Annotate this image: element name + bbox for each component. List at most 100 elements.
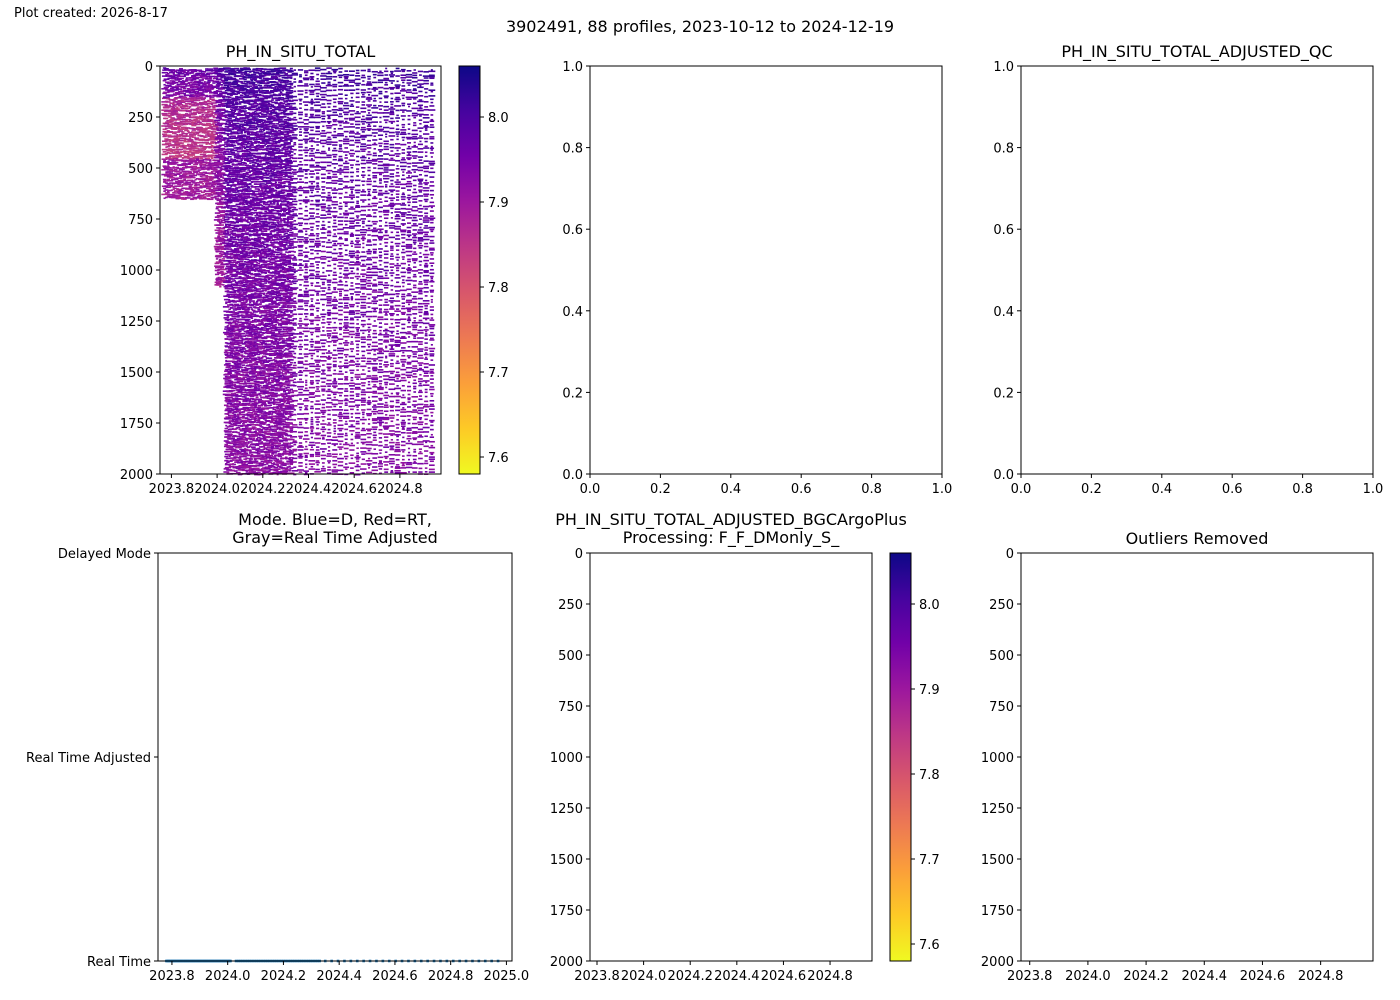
heatmap-cell	[217, 198, 224, 201]
heatmap-cell	[228, 153, 235, 155]
heatmap-cell	[163, 96, 170, 98]
heatmap-cell	[255, 108, 263, 111]
heatmap-cell	[256, 251, 262, 254]
heatmap-cell	[265, 265, 270, 267]
heatmap-cell	[233, 424, 237, 427]
heatmap-cell	[233, 369, 237, 372]
heatmap-cell	[189, 140, 195, 143]
heatmap-cell	[267, 172, 271, 175]
heatmap-cell	[239, 289, 244, 291]
heatmap-cell	[213, 168, 218, 171]
heatmap-cell	[239, 329, 245, 331]
heatmap-cell	[245, 282, 249, 284]
heatmap-cell	[228, 160, 235, 163]
heatmap-cell	[256, 331, 262, 333]
heatmap-cell	[232, 418, 238, 421]
heatmap-cell	[205, 112, 209, 114]
heatmap-cell	[228, 83, 235, 86]
heatmap-cell	[220, 197, 227, 199]
heatmap-cell	[230, 232, 236, 235]
heatmap-cell	[230, 322, 233, 325]
heatmap-cell	[260, 172, 268, 175]
heatmap-cell	[262, 243, 269, 246]
heatmap-cell	[267, 214, 275, 217]
heatmap-cell	[239, 146, 245, 148]
heatmap-cell	[232, 212, 237, 214]
heatmap-cell	[262, 121, 266, 124]
heatmap-cell	[222, 144, 225, 146]
heatmap-cell	[225, 121, 231, 123]
heatmap-cell	[246, 319, 251, 321]
heatmap-cell	[267, 370, 272, 372]
heatmap-cell	[193, 145, 198, 147]
heatmap-cell	[201, 77, 208, 79]
heatmap-cell	[211, 172, 217, 175]
heatmap-cell	[228, 334, 235, 337]
heatmap-cell	[267, 309, 271, 312]
heatmap-cell	[242, 178, 248, 180]
heatmap-cell	[221, 217, 226, 219]
heatmap-cell	[235, 112, 241, 115]
heatmap-cell	[259, 400, 265, 402]
heatmap-cell	[187, 88, 193, 90]
heatmap-cell	[247, 331, 253, 334]
heatmap-cell	[240, 362, 243, 364]
heatmap-cell	[233, 85, 240, 88]
heatmap-cell	[262, 418, 265, 420]
heatmap-cell	[264, 442, 271, 445]
heatmap-cell	[228, 72, 235, 75]
heatmap-cell	[220, 202, 227, 204]
heatmap-cell	[167, 74, 173, 77]
heatmap-cell	[176, 161, 179, 164]
heatmap-cell	[186, 153, 190, 156]
heatmap-cell	[255, 402, 259, 405]
heatmap-cell	[241, 395, 246, 398]
heatmap-cell	[246, 311, 251, 314]
heatmap-cell	[198, 84, 201, 87]
heatmap-cell	[190, 135, 194, 137]
heatmap-cell	[243, 433, 250, 436]
heatmap-cell	[249, 208, 255, 211]
heatmap-cell	[252, 238, 256, 241]
heatmap-cell	[267, 78, 274, 80]
heatmap-cell	[233, 99, 241, 101]
heatmap-cell	[269, 158, 276, 161]
heatmap-cell	[232, 352, 237, 355]
heatmap-cell	[266, 457, 273, 459]
heatmap-cell	[244, 280, 250, 282]
heatmap-cell	[209, 75, 216, 78]
heatmap-cell	[191, 191, 197, 194]
heatmap-cell	[232, 381, 238, 384]
heatmap-cell	[231, 325, 238, 328]
heatmap-cell	[259, 195, 265, 197]
heatmap-cell	[195, 131, 200, 134]
heatmap-cell	[192, 196, 196, 199]
heatmap-cell	[253, 367, 261, 369]
heatmap-cell	[258, 254, 263, 256]
heatmap-cell	[235, 125, 242, 127]
heatmap-cell	[201, 94, 208, 97]
heatmap-cell	[172, 182, 179, 185]
heatmap-cell	[205, 184, 209, 186]
heatmap-cell	[250, 95, 257, 98]
heatmap-cell	[230, 77, 237, 80]
heatmap-cell	[259, 411, 262, 414]
heatmap-cell	[248, 459, 252, 461]
heatmap-cell	[185, 183, 191, 186]
heatmap-cell	[236, 260, 244, 263]
heatmap-cell	[226, 148, 233, 150]
heatmap-cell	[233, 291, 237, 294]
heatmap-cell	[191, 136, 196, 139]
heatmap-cell	[267, 402, 271, 405]
heatmap-cell	[226, 333, 230, 336]
heatmap-cell	[270, 386, 275, 388]
heatmap-cell	[220, 168, 227, 171]
heatmap-cell	[231, 405, 235, 408]
heatmap-cell	[248, 328, 255, 331]
heatmap-cell	[256, 121, 262, 124]
heatmap-cell	[226, 200, 233, 202]
heatmap-cell	[226, 327, 233, 329]
heatmap-cell	[247, 441, 253, 443]
heatmap-cell	[243, 168, 247, 171]
heatmap-cell	[245, 323, 252, 325]
